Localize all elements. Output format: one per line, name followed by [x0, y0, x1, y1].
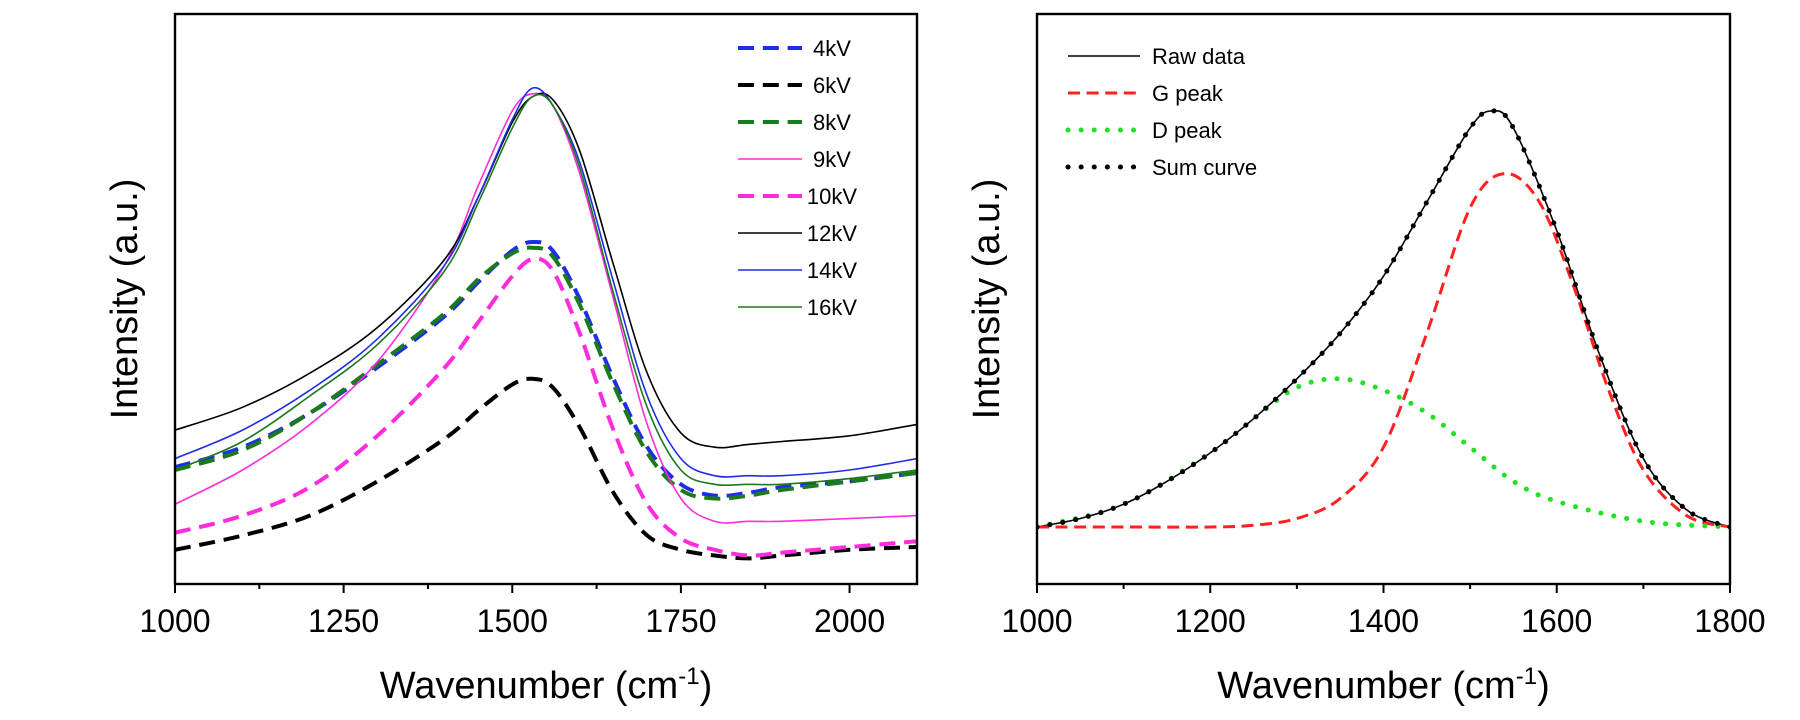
- legend: 4kV 6kV 8kV 9kV 10kV 12kV 14kV 16kV: [738, 36, 857, 320]
- legend-label: Raw data: [1152, 44, 1246, 69]
- legend-label: 9kV: [813, 147, 851, 172]
- plot-frame: [1035, 12, 1732, 586]
- legend: Raw data G peak D peak Sum curve: [1065, 44, 1257, 180]
- legend-label: Sum curve: [1152, 155, 1257, 180]
- x-tick-label: 1600: [1521, 603, 1592, 639]
- series-line-12kv: [175, 92, 917, 449]
- x-tick-label: 1400: [1348, 603, 1419, 639]
- x-tick-label: 1750: [645, 603, 716, 639]
- x-axis-title: Wavenumber (cm-1): [380, 663, 712, 707]
- legend-label: 12kV: [807, 221, 857, 246]
- series-group: [1037, 108, 1730, 530]
- legend-label: 16kV: [807, 295, 857, 320]
- x-tick-label: 1800: [1694, 603, 1765, 639]
- series-line-16kv: [175, 93, 917, 487]
- x-tick-label: 1000: [1001, 603, 1072, 639]
- series-line-d-peak: [1037, 376, 1730, 530]
- series-group: [175, 86, 917, 561]
- y-axis-title: Intensity (a.u.): [966, 179, 1008, 420]
- plot-frame: [173, 12, 919, 586]
- y-axis-title: Intensity (a.u.): [104, 179, 146, 420]
- x-tick-label: 1250: [308, 603, 379, 639]
- series-line-sum-curve: [1037, 108, 1730, 530]
- legend-label: 6kV: [813, 73, 851, 98]
- chart-1: 1000 1250 1500 1750 2000 Wavenumber (cm-1) Int…: [104, 12, 919, 707]
- series-line-14kv: [175, 86, 917, 478]
- x-tick-label: 1000: [139, 603, 210, 639]
- legend-label: 14kV: [807, 258, 857, 283]
- x-tick-label: 1200: [1175, 603, 1246, 639]
- series-line-g-peak: [1037, 172, 1730, 529]
- series-line-8kv: [175, 245, 917, 501]
- legend-label: G peak: [1152, 81, 1224, 106]
- legend-label: 10kV: [807, 184, 857, 209]
- series-line-9kv: [175, 92, 917, 524]
- legend-label: 8kV: [813, 110, 851, 135]
- series-line-4kv: [175, 239, 917, 498]
- chart-2: 1000 1200 1400 1600 1800 Wavenumber (cm-1) Int…: [966, 12, 1766, 707]
- x-tick-label: 1500: [477, 603, 548, 639]
- x-tick-label: 2000: [814, 603, 885, 639]
- series-line-raw-data: [1037, 109, 1730, 528]
- x-axis-title: Wavenumber (cm-1): [1217, 663, 1549, 707]
- legend-label: D peak: [1152, 118, 1223, 143]
- legend-label: 4kV: [813, 36, 851, 61]
- series-line-10kv: [175, 256, 917, 558]
